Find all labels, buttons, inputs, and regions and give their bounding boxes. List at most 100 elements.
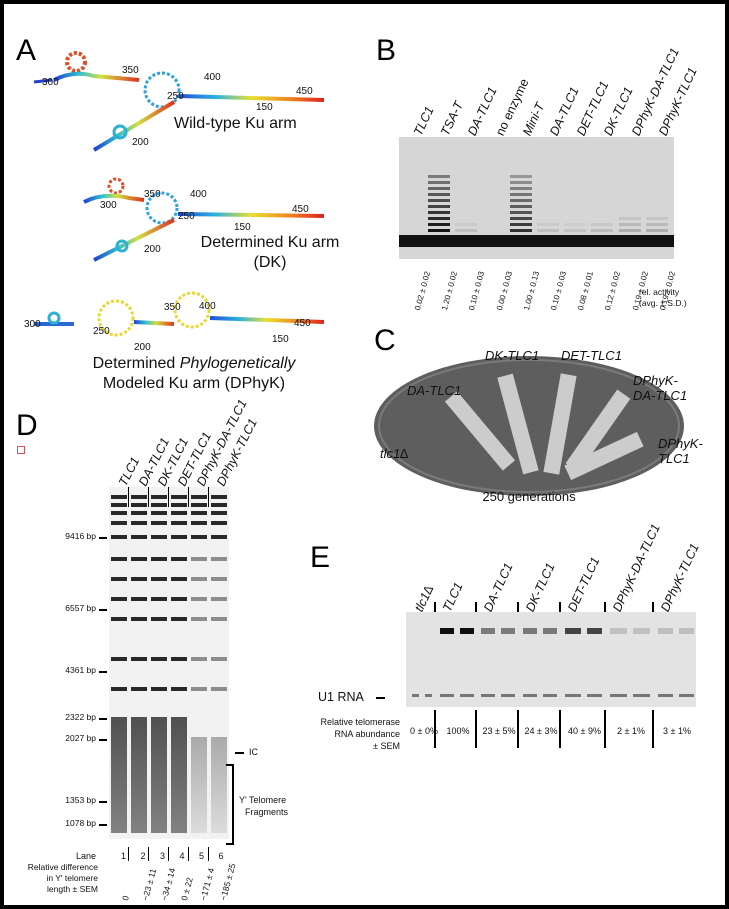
d-gel-band [111, 521, 127, 525]
e-value-separator [604, 710, 606, 748]
s2-num-400: 400 [190, 189, 207, 200]
b-gel-band [428, 199, 451, 202]
b-gel-band [428, 193, 451, 196]
d-gel-band [111, 657, 127, 661]
b-gel-band [428, 175, 451, 178]
d-gel-band [111, 577, 127, 581]
d-gel-band [131, 617, 147, 621]
s3-num-150: 150 [272, 334, 289, 345]
d-gel-band [211, 495, 227, 499]
d-reldiff-value: −34 ± 14 [159, 866, 178, 902]
e-abundance-value: 0 ± 0% [410, 726, 438, 736]
d-gel-band [211, 617, 227, 621]
d-gel-band [191, 503, 207, 507]
d-number-separator [168, 847, 169, 861]
d-gel-band [131, 687, 147, 691]
c-label-dphyk-2: TLC1 [658, 451, 690, 466]
d-gel-band [151, 511, 167, 515]
d-gel-band [131, 597, 147, 601]
e-cap-line2: RNA abundance [334, 729, 400, 739]
d-gel-band [171, 557, 187, 561]
d-gel-smear [171, 717, 187, 833]
d-ic-label: IC [249, 747, 258, 757]
d-gel-band [191, 535, 207, 539]
d-marker-tick [99, 537, 107, 539]
s1-num-350: 350 [122, 65, 139, 76]
e-telomerase-band [543, 628, 557, 634]
structure-wild-type [34, 51, 325, 152]
b-activity-value: 1.00 ± 0.13 [521, 270, 541, 312]
d-gel [109, 487, 229, 839]
e-lane-label: TLC1 [440, 580, 466, 614]
d-gel-band [171, 657, 187, 661]
d-lane-number: 6 [218, 851, 224, 861]
d-gel-band [111, 503, 127, 507]
d-gel-band [111, 617, 127, 621]
e-abundance-value: 100% [446, 726, 470, 736]
d-lane-number: 5 [199, 851, 205, 861]
b-gel [399, 137, 674, 259]
d-reldiff-caption: Relative difference in Y' telomere lengt… [10, 862, 98, 895]
d-reldiff-value: −185 ± 25 [217, 862, 237, 902]
d-gel-band [211, 657, 227, 661]
b-gel-band [428, 187, 451, 190]
d-gel-band [151, 617, 167, 621]
e-value-separator [475, 710, 477, 748]
d-gel-band [191, 521, 207, 525]
d-gel-band [151, 495, 167, 499]
d-gel-band [111, 535, 127, 539]
e-lane-label: DET-TLC1 [565, 554, 603, 614]
e-lane-label: DPhyK-TLC1 [658, 541, 702, 614]
b-gel-band [645, 217, 668, 220]
e-u1-band [586, 694, 602, 697]
d-gel-band [191, 557, 207, 561]
d-reldiff-value: 0 [120, 894, 131, 902]
d-gel-band [171, 577, 187, 581]
d-marker-tick [99, 609, 107, 611]
s1-title: Wild-type Ku arm [174, 115, 297, 132]
d-gel-band [151, 687, 167, 691]
b-activity-value: 0.10 ± 0.03 [549, 270, 569, 312]
d-gel-band [151, 597, 167, 601]
e-telomerase-band [679, 628, 694, 634]
b-gel-band [618, 217, 641, 220]
d-gel-band [151, 521, 167, 525]
d-number-separator [208, 847, 209, 861]
d-gel-band [171, 503, 187, 507]
b-gel-band [455, 223, 478, 226]
d-gel-band [131, 521, 147, 525]
d-marker-label: 1353 bp [65, 795, 96, 805]
e-u1-band [543, 694, 557, 697]
c-label-dk: DK-TLC1 [485, 348, 540, 363]
d-gel-band [191, 617, 207, 621]
s1-num-400: 400 [204, 72, 221, 83]
b-gel-band [428, 205, 451, 208]
s3-num-300: 300 [24, 319, 41, 330]
e-value-separator [517, 710, 519, 748]
e-lane-label: tlc1∆ [412, 583, 437, 614]
panel-letter-d: D [16, 409, 38, 442]
d-marker-tick [99, 824, 107, 826]
b-activity-value: 0.00 ± 0.03 [494, 270, 514, 312]
c-caption: 250 generations [482, 489, 576, 504]
d-gel-band [111, 557, 127, 561]
d-yprime-bracket [232, 764, 234, 844]
d-gel-band [211, 503, 227, 507]
d-lane-label: Lane [76, 851, 97, 861]
panel-letter-c: C [374, 324, 396, 357]
d-gel-band [131, 577, 147, 581]
d-gel-band [211, 511, 227, 515]
structure-dk [83, 177, 325, 262]
c-label-dphyk-da-2: DA-TLC1 [633, 388, 688, 403]
d-reldiff-value: 0 ± 22 [178, 876, 195, 902]
e-abundance-value: 23 ± 5% [482, 726, 516, 736]
d-gel-band [211, 521, 227, 525]
s3-num-450: 450 [294, 318, 311, 329]
b-gel-band [591, 229, 614, 232]
b-gel-band [564, 223, 587, 226]
d-yprime-bracket-top [226, 764, 234, 766]
d-marker-label: 6557 bp [65, 603, 96, 613]
s3-num-400: 400 [199, 301, 216, 312]
d-lane-separator [168, 487, 169, 507]
e-u1-band [679, 694, 694, 697]
